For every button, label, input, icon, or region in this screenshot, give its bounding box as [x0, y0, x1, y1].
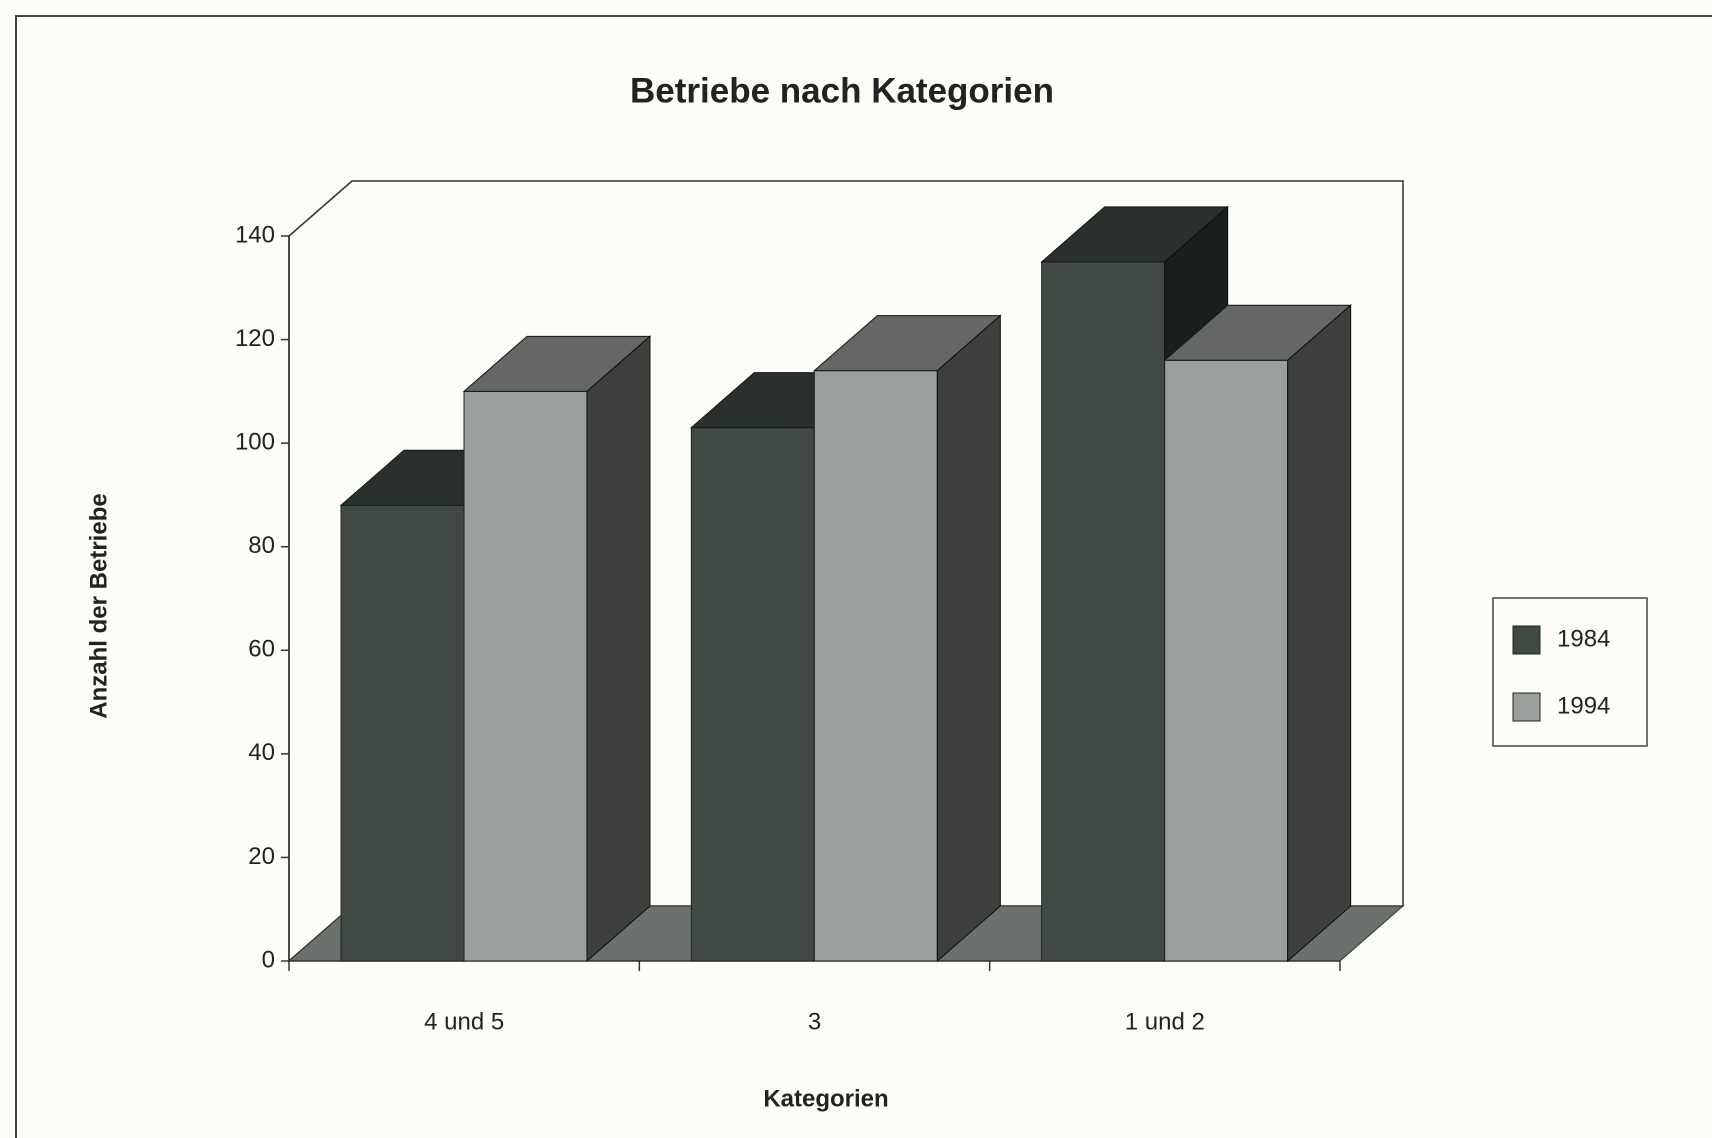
- legend-label: 1984: [1557, 625, 1610, 652]
- x-tick-label: 3: [808, 1008, 821, 1035]
- x-tick-label: 4 und 5: [424, 1008, 504, 1035]
- bar-front: [1041, 261, 1166, 962]
- y-tick-label: 0: [262, 946, 275, 973]
- bar-front: [813, 370, 938, 962]
- bar-front: [463, 390, 588, 962]
- bar-side: [586, 335, 651, 963]
- y-tick-label: 120: [235, 325, 275, 352]
- y-tick-label: 20: [248, 843, 275, 870]
- y-tick-label: 40: [248, 739, 275, 766]
- legend-swatch: [1512, 692, 1541, 722]
- y-tick-label: 100: [235, 428, 275, 455]
- bar-side: [1287, 304, 1352, 963]
- x-axis-label: Kategorien: [763, 1085, 888, 1112]
- bar-front: [1164, 359, 1289, 962]
- y-tick-label: 140: [235, 221, 275, 248]
- bar-front: [690, 427, 815, 962]
- bar-front: [340, 504, 465, 962]
- bar-side: [936, 314, 1001, 963]
- y-axis-label: Anzahl der Betriebe: [85, 493, 112, 718]
- x-tick-label: 1 und 2: [1125, 1008, 1205, 1035]
- legend-box: [1492, 597, 1648, 747]
- legend-swatch: [1512, 625, 1541, 655]
- y-tick-label: 80: [248, 532, 275, 559]
- legend-label: 1994: [1557, 692, 1610, 719]
- chart-title: Betriebe nach Kategorien: [630, 71, 1054, 110]
- y-tick-label: 60: [248, 636, 275, 663]
